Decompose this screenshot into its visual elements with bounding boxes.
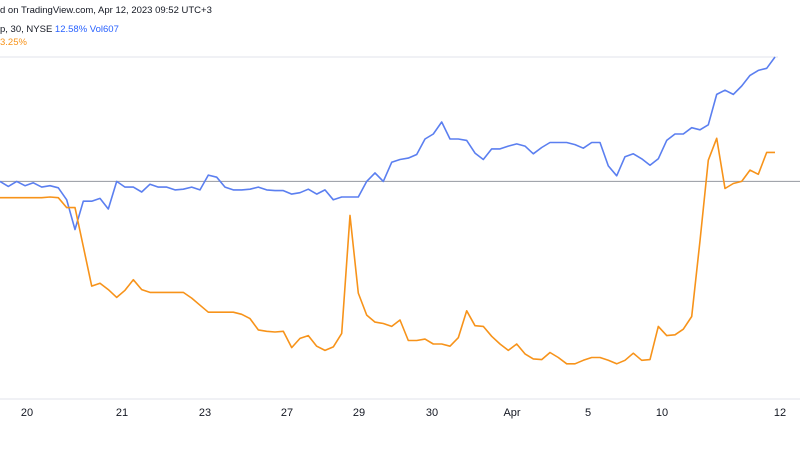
x-tick-label: 27 xyxy=(281,407,293,419)
x-tick-label: 12 xyxy=(774,407,786,419)
header-text: d on TradingView.com, Apr 12, 2023 09:52… xyxy=(0,5,212,16)
x-tick-label: 23 xyxy=(199,407,211,419)
legend-vol-label: Vol xyxy=(89,24,104,35)
x-tick-label: 20 xyxy=(21,407,33,419)
legend-vol-value: 607 xyxy=(103,24,119,35)
legend-change-2: 3.25% xyxy=(0,37,27,48)
x-tick-label: 5 xyxy=(585,407,591,419)
x-tick-label: 21 xyxy=(116,407,128,419)
legend-change-1: 12.58% xyxy=(54,24,88,35)
legend-symbol-info: p, 30, NYSE xyxy=(0,24,53,35)
series-legend-1: p, 30, NYSE 12.58% Vol607 xyxy=(0,24,119,35)
series-line-2 xyxy=(0,137,775,365)
x-tick-label: 29 xyxy=(353,407,365,419)
series-line-1 xyxy=(0,56,776,231)
x-tick-label: 10 xyxy=(656,407,668,419)
x-tick-label: 30 xyxy=(426,407,438,419)
series-legend-2: 3.25% xyxy=(0,37,27,48)
chart-header: d on TradingView.com, Apr 12, 2023 09:52… xyxy=(0,5,212,16)
x-tick-label: Apr xyxy=(503,407,520,419)
